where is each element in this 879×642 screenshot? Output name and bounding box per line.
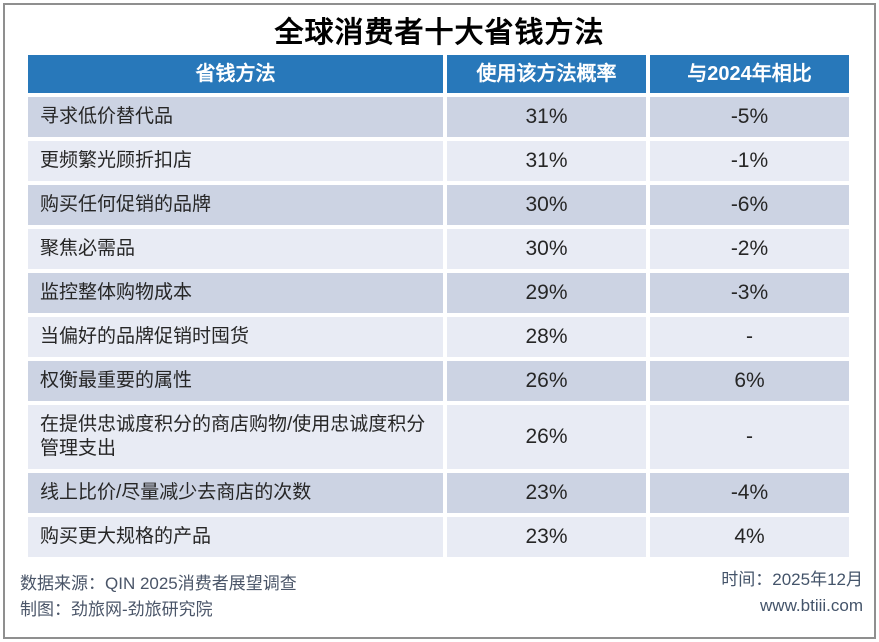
table-row-3-vs2024: -6% bbox=[650, 185, 849, 225]
table-row-8-method: 在提供忠诚度积分的商店购物/使用忠诚度积分管理支出 bbox=[28, 405, 443, 469]
table-row-3-probability: 30% bbox=[447, 185, 646, 225]
column-header-probability: 使用该方法概率 bbox=[447, 55, 646, 93]
table-row-1-vs2024: -5% bbox=[650, 97, 849, 137]
table-row-6-vs2024: - bbox=[650, 317, 849, 357]
table-row-1-probability: 31% bbox=[447, 97, 646, 137]
savings-methods-table: 省钱方法 使用该方法概率 与2024年相比 寻求低价替代品 31% -5% 更频… bbox=[28, 55, 849, 557]
table-row-6-probability: 28% bbox=[447, 317, 646, 357]
table-row-9-method: 线上比价/尽量减少去商店的次数 bbox=[28, 473, 443, 513]
table-row-4-vs2024: -2% bbox=[650, 229, 849, 269]
table-row-4-method: 聚焦必需品 bbox=[28, 229, 443, 269]
table-row-7-probability: 26% bbox=[447, 361, 646, 401]
table-row-3-method: 购买任何促销的品牌 bbox=[28, 185, 443, 225]
date-text: 时间：2025年12月 bbox=[721, 570, 863, 589]
table-row-9-probability: 23% bbox=[447, 473, 646, 513]
page-title: 全球消费者十大省钱方法 bbox=[274, 17, 605, 49]
table-row-2-method: 更频繁光顾折扣店 bbox=[28, 141, 443, 181]
table-row-6-method: 当偏好的品牌促销时囤货 bbox=[28, 317, 443, 357]
table-row-8-vs2024: - bbox=[650, 405, 849, 469]
table-row-5-vs2024: -3% bbox=[650, 273, 849, 313]
table-row-10-probability: 23% bbox=[447, 517, 646, 557]
table-row-10-method: 购买更大规格的产品 bbox=[28, 517, 443, 557]
website-text: www.btiii.com bbox=[760, 596, 863, 615]
column-header-method: 省钱方法 bbox=[28, 55, 443, 93]
data-source-text: 数据来源：QIN 2025消费者展望调查 bbox=[20, 574, 297, 593]
footer-left: 数据来源：QIN 2025消费者展望调查 制图：劲旅网-劲旅研究院 bbox=[20, 571, 297, 623]
table-row-2-vs2024: -1% bbox=[650, 141, 849, 181]
table-row-10-vs2024: 4% bbox=[650, 517, 849, 557]
table-row-7-vs2024: 6% bbox=[650, 361, 849, 401]
table-row-2-probability: 31% bbox=[447, 141, 646, 181]
table-row-9-vs2024: -4% bbox=[650, 473, 849, 513]
table-row-1-method: 寻求低价替代品 bbox=[28, 97, 443, 137]
table-row-8-probability: 26% bbox=[447, 405, 646, 469]
credit-text: 制图：劲旅网-劲旅研究院 bbox=[20, 600, 213, 619]
table-row-7-method: 权衡最重要的属性 bbox=[28, 361, 443, 401]
column-header-vs2024: 与2024年相比 bbox=[650, 55, 849, 93]
table-row-4-probability: 30% bbox=[447, 229, 646, 269]
table-row-5-probability: 29% bbox=[447, 273, 646, 313]
footer-right: 时间：2025年12月 www.btiii.com bbox=[721, 567, 863, 619]
table-row-5-method: 监控整体购物成本 bbox=[28, 273, 443, 313]
